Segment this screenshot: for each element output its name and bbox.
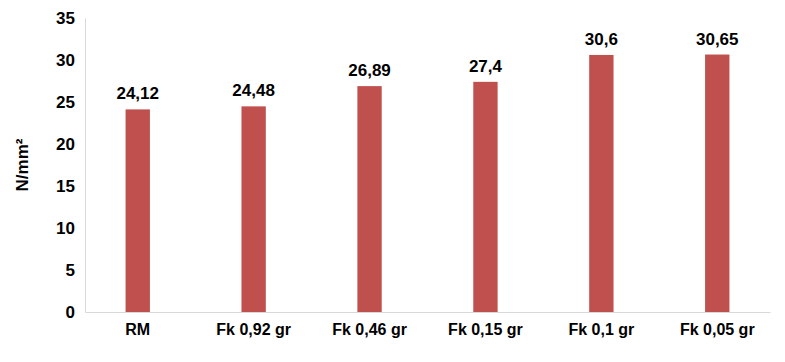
data-label: 30,6 — [585, 30, 618, 49]
x-tick: Fk 0,92 gr — [216, 312, 291, 338]
y-tick-label: 30 — [56, 51, 75, 70]
x-tick: Fk 0,46 gr — [332, 312, 407, 338]
plot-area: 0 5 10 15 20 25 30 35 RM Fk 0,92 gr Fk 0,46 gr Fk 0… — [56, 9, 770, 338]
bar — [473, 82, 497, 312]
x-tick-label: Fk 0,15 gr — [448, 321, 523, 338]
x-axis: RM Fk 0,92 gr Fk 0,46 gr Fk 0,15 gr Fk 0,1 g… — [86, 312, 771, 338]
y-tick: 35 — [56, 9, 85, 28]
y-tick-label: 0 — [66, 303, 75, 322]
y-tick: 15 — [56, 177, 85, 196]
bar — [705, 55, 729, 312]
x-tick: RM — [125, 312, 150, 338]
chart: 0 5 10 15 20 25 30 35 RM Fk 0,92 gr Fk 0,46 gr Fk 0… — [0, 0, 785, 362]
y-axis: 0 5 10 15 20 25 30 35 — [56, 9, 85, 322]
y-tick-label: 25 — [56, 93, 75, 112]
y-tick-label: 10 — [56, 219, 75, 238]
y-tick-label: 20 — [56, 135, 75, 154]
data-label: 26,89 — [348, 61, 391, 80]
bar — [589, 55, 613, 312]
x-tick-label: Fk 0,1 gr — [568, 321, 634, 338]
y-tick-label: 15 — [56, 177, 75, 196]
data-label: 30,65 — [696, 30, 739, 49]
data-label: 24,12 — [116, 84, 159, 103]
bars — [126, 55, 730, 312]
bar — [357, 86, 381, 312]
y-axis-line — [85, 19, 86, 313]
y-axis-title: N/mm² — [13, 138, 32, 191]
bar — [126, 109, 150, 312]
x-tick-label: Fk 0,92 gr — [216, 321, 291, 338]
y-tick-label: 35 — [56, 9, 75, 28]
data-label: 27,4 — [469, 57, 503, 76]
data-label: 24,48 — [232, 81, 275, 100]
y-tick: 25 — [56, 93, 85, 112]
bar — [241, 106, 265, 312]
x-tick: Fk 0,05 gr — [680, 312, 755, 338]
x-tick: Fk 0,1 gr — [568, 312, 634, 338]
y-tick: 20 — [56, 135, 85, 154]
x-axis-line — [86, 312, 771, 313]
x-tick: Fk 0,15 gr — [448, 312, 523, 338]
x-tick-label: Fk 0,46 gr — [332, 321, 407, 338]
y-tick: 0 — [66, 303, 85, 322]
y-tick: 5 — [66, 261, 85, 280]
y-tick: 30 — [56, 51, 85, 70]
y-tick: 10 — [56, 219, 85, 238]
data-labels: 24,12 24,48 26,89 27,4 30,6 30,65 — [116, 30, 738, 104]
y-tick-label: 5 — [66, 261, 75, 280]
x-tick-label: Fk 0,05 gr — [680, 321, 755, 338]
x-tick-label: RM — [125, 321, 150, 338]
